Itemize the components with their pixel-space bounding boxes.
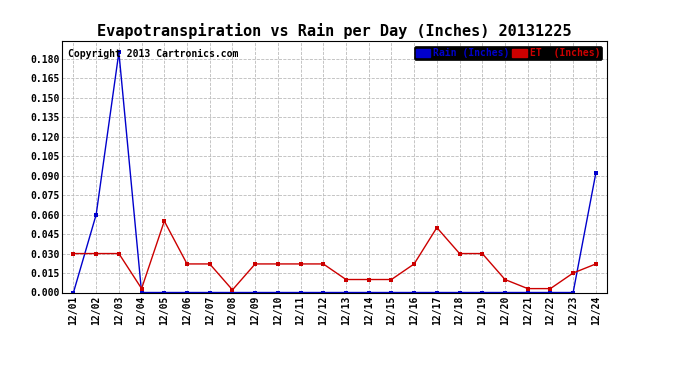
Title: Evapotranspiration vs Rain per Day (Inches) 20131225: Evapotranspiration vs Rain per Day (Inch… <box>97 23 572 39</box>
Legend: Rain (Inches), ET  (Inches): Rain (Inches), ET (Inches) <box>414 46 602 60</box>
Text: Copyright 2013 Cartronics.com: Copyright 2013 Cartronics.com <box>68 49 238 59</box>
